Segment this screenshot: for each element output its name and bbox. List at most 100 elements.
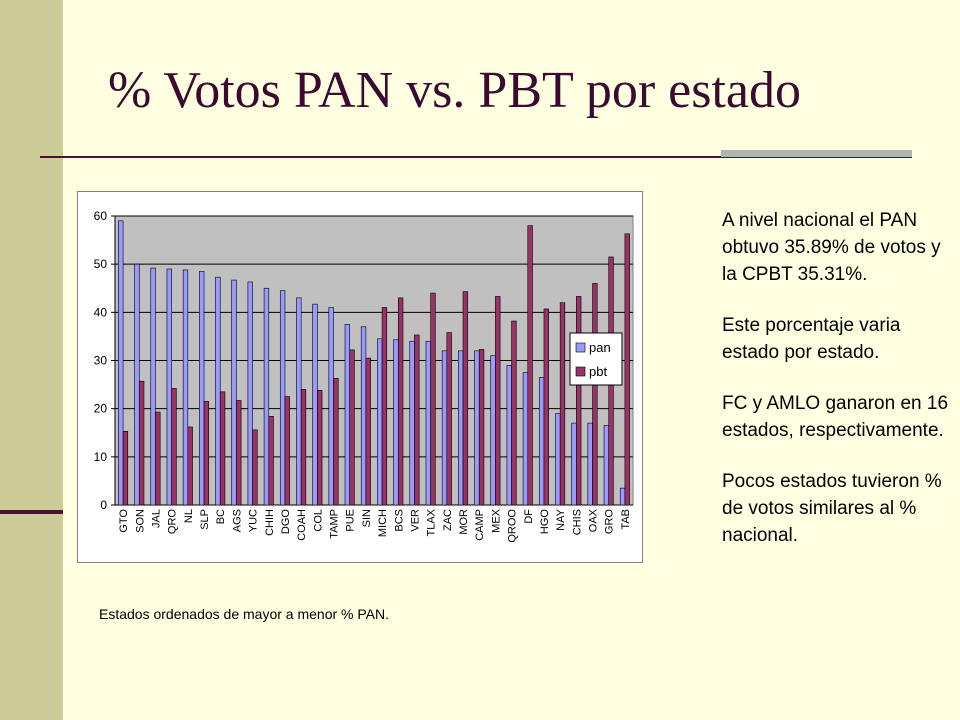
- bar-pbt-gto: [122, 431, 129, 506]
- bar-pan-col: [312, 303, 318, 506]
- bar-pbt-dgo: [284, 396, 290, 506]
- x-tick-label-slp: SLP: [199, 509, 211, 530]
- x-tick-label-nl: NL: [183, 509, 195, 523]
- bar-pbt-bc: [219, 391, 226, 506]
- bar-pan-tamp: [328, 307, 334, 506]
- y-tick-label-10: 10: [94, 450, 108, 464]
- bar-pan-mor: [458, 350, 464, 506]
- bar-chart: 0 10 20 30 40 50 60 GTO SON JAL QRO NL SLP BC AGS YUC CH…: [94, 209, 634, 543]
- x-tick-label-gto: GTO: [118, 509, 130, 533]
- note-states-won: FC y AMLO ganaron en 16 estados, respect…: [722, 393, 949, 441]
- x-tick-label-jal: JAL: [150, 509, 162, 528]
- bar-pan-nl: [182, 269, 189, 506]
- bar-pan-pue: [344, 324, 351, 506]
- x-tick-label-chih: CHIH: [264, 509, 276, 536]
- bar-pbt-yuc: [252, 429, 258, 506]
- bar-pan-oax: [587, 422, 593, 506]
- x-tick-label-df: DF: [523, 509, 535, 524]
- title-rule: [40, 156, 912, 158]
- bar-pbt-coah: [300, 389, 307, 506]
- bar-pbt-chih: [268, 416, 274, 506]
- x-tick-label-mich: MICH: [377, 509, 389, 537]
- y-tick-label-0: 0: [100, 498, 107, 512]
- y-tick-label-50: 50: [94, 257, 108, 271]
- x-tick-label-ags: AGS: [231, 509, 243, 532]
- sidebar-band: [0, 0, 63, 720]
- sidebar-accent-line: [0, 510, 63, 514]
- bar-pan-nay: [555, 413, 561, 506]
- bar-pan-df: [522, 372, 529, 506]
- bar-pan-zac: [441, 350, 448, 506]
- x-tick-label-qro: QRO: [167, 509, 179, 535]
- bar-pan-gro: [603, 425, 610, 506]
- note-national-result: A nivel nacional el PAN obtuvo 35.89% de…: [722, 210, 941, 285]
- slide-title: % Votos PAN vs. PBT por estado: [108, 62, 801, 119]
- bar-pbt-pue: [349, 349, 355, 506]
- legend-swatch-pbt: [575, 366, 586, 377]
- x-tick-label-nay: NAY: [555, 508, 567, 530]
- x-tick-label-son: SON: [134, 509, 146, 533]
- bar-pan-gto: [118, 220, 124, 506]
- bar-pbt-jal: [155, 411, 161, 506]
- bar-pbt-bcs: [397, 297, 404, 506]
- x-tick-label-yuc: YUC: [248, 509, 260, 532]
- x-tick-label-bcs: BCS: [393, 509, 405, 532]
- bar-pan-bcs: [393, 339, 399, 506]
- legend-label-pan: pan: [589, 340, 611, 355]
- bar-pan-bc: [215, 276, 221, 506]
- bar-pan-tab: [619, 487, 626, 506]
- legend-box: [569, 332, 623, 386]
- bar-pan-tlax: [425, 340, 431, 506]
- chart-caption: Estados ordenados de mayor a menor % PAN…: [99, 606, 390, 622]
- bar-pbt-df: [527, 225, 533, 506]
- bar-pan-coah: [296, 297, 302, 506]
- bar-pan-mich: [377, 338, 383, 506]
- bar-pbt-son: [138, 380, 145, 506]
- bar-pan-slp: [199, 271, 205, 506]
- x-tick-label-chis: CHIS: [571, 509, 583, 535]
- bar-pbt-chis: [576, 296, 582, 506]
- bar-pbt-tamp: [333, 378, 339, 506]
- bar-pan-ags: [231, 279, 237, 506]
- bar-pbt-nay: [559, 302, 566, 506]
- bar-pbt-nl: [187, 426, 193, 506]
- bar-pbt-ags: [236, 400, 242, 506]
- x-tick-label-camp: CAMP: [474, 509, 486, 541]
- bar-pan-hgo: [538, 377, 545, 506]
- x-tick-label-sin: SIN: [361, 509, 373, 527]
- bar-pbt-camp: [478, 349, 485, 506]
- bar-pbt-slp: [203, 401, 210, 506]
- bar-pan-mex: [490, 355, 496, 506]
- bar-pan-son: [134, 263, 140, 506]
- x-tick-label-dgo: DGO: [280, 509, 292, 535]
- note-variation: Este porcentaje varia estado por estado.: [722, 315, 901, 363]
- bar-pbt-qro: [171, 388, 177, 506]
- x-tick-label-bc: BC: [215, 509, 227, 524]
- bar-pan-jal: [150, 267, 156, 506]
- bar-pbt-tab: [624, 233, 630, 506]
- bar-pbt-hgo: [543, 308, 549, 506]
- legend-swatch-pan: [575, 342, 586, 353]
- bar-pan-yuc: [247, 281, 253, 506]
- x-tick-label-ver: VER: [409, 509, 421, 532]
- y-tick-label-20: 20: [94, 402, 108, 416]
- x-tick-label-mor: MOR: [458, 509, 470, 535]
- x-tick-label-pue: PUE: [345, 509, 357, 532]
- x-tick-label-mex: MEX: [490, 508, 502, 533]
- bar-pbt-mich: [381, 307, 388, 506]
- bar-pbt-zac: [446, 332, 452, 506]
- x-tick-label-qroo: QROO: [507, 509, 519, 543]
- notes-panel: A nivel nacional el PAN obtuvo 35.89% de…: [722, 207, 954, 573]
- bar-pbt-sin: [365, 357, 371, 506]
- bar-pan-sin: [360, 326, 367, 506]
- chart-container: 0 10 20 30 40 50 60 GTO SON JAL QRO NL SLP BC AGS YUC CH…: [77, 191, 643, 563]
- x-tick-label-col: COL: [312, 509, 324, 532]
- x-tick-label-gro: GRO: [604, 509, 616, 535]
- title-rule-accent: [721, 150, 912, 157]
- legend-label-pbt: pbt: [589, 364, 607, 379]
- bar-pbt-col: [317, 390, 323, 506]
- note-similar-states: Pocos estados tuvieron % de votos simila…: [722, 471, 942, 546]
- bar-pbt-ver: [414, 334, 420, 506]
- x-tick-label-tlax: TLAX: [426, 508, 438, 536]
- bar-pan-chih: [263, 287, 270, 506]
